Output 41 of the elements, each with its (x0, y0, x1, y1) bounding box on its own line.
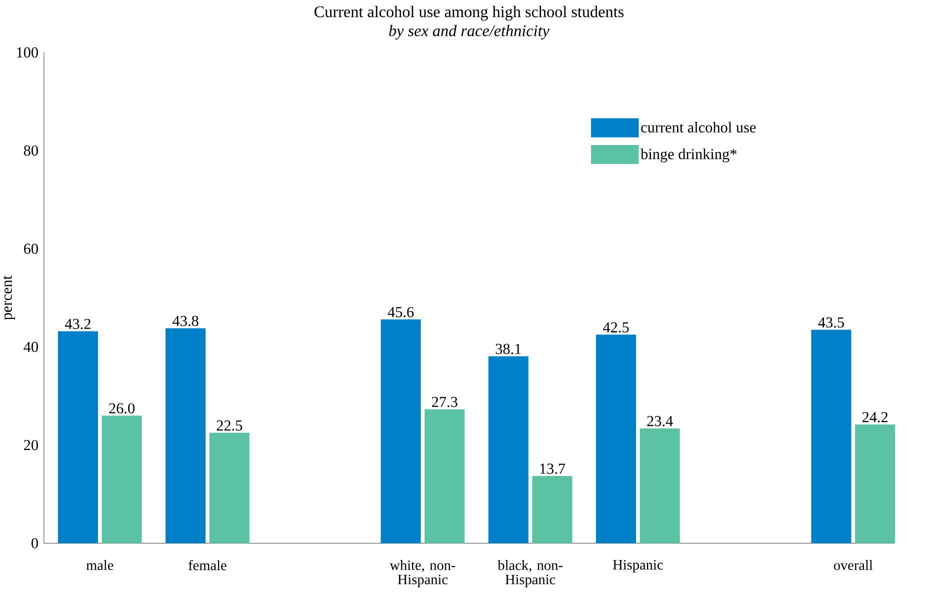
bar (596, 334, 636, 544)
data-label: 22.5 (216, 420, 242, 430)
bar (380, 319, 421, 544)
y-tick-label: 60 (24, 243, 38, 254)
y-tick-label: 0 (32, 538, 38, 548)
data-label: 43.8 (172, 316, 198, 326)
data-label: 43.5 (818, 317, 844, 328)
data-label: 38.1 (496, 344, 521, 354)
bar (532, 476, 572, 544)
y-tick-label: 20 (24, 440, 38, 450)
y-tick-label: 100 (17, 47, 38, 58)
bar (488, 356, 528, 544)
chart-title: Current alcohol use among high school students (314, 6, 624, 20)
bar (209, 432, 250, 544)
data-label: 13.7 (540, 463, 566, 474)
data-label: 43.2 (64, 318, 90, 329)
y-axis-title: percent (3, 275, 15, 320)
bar (424, 409, 465, 544)
y-tick-label: 80 (24, 145, 38, 156)
y-tick-label: 40 (24, 342, 38, 352)
data-label: 42.5 (603, 322, 629, 332)
bar (811, 330, 852, 544)
bar (855, 424, 896, 544)
data-label: 45.6 (388, 306, 414, 318)
data-label: 26.0 (109, 403, 135, 414)
x-tick-label: black, non-Hispanic (498, 560, 562, 587)
x-tick-label: female (188, 560, 226, 570)
bar (58, 330, 98, 544)
bar (166, 328, 206, 544)
bar (102, 415, 142, 544)
chart-subtitle: by sex and race/ethnicity (389, 24, 550, 40)
x-tick-label: white, non-Hispanic (390, 560, 456, 587)
legend-label: current alcohol use (641, 122, 756, 132)
x-tick-label: overall (834, 560, 873, 570)
data-label: 23.4 (647, 416, 673, 426)
bar (640, 428, 680, 544)
legend-label: binge drinking* (640, 148, 736, 162)
x-tick-label: male (86, 560, 114, 570)
x-tick-label: Hispanic (613, 560, 663, 572)
data-label: 27.3 (432, 396, 458, 407)
data-label: 24.2 (862, 412, 888, 422)
